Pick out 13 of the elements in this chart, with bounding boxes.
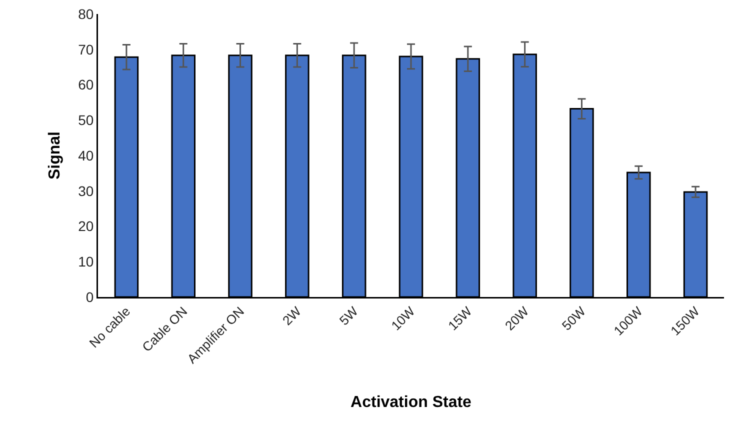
y-tick-label: 10 — [78, 254, 94, 270]
y-tick-label: 50 — [78, 112, 94, 128]
y-tick-label: 40 — [78, 147, 94, 164]
x-tick-label: 5W — [336, 303, 362, 328]
y-tick-label: 70 — [78, 41, 94, 58]
y-axis-title: Signal — [46, 131, 64, 180]
y-tick-label: 30 — [78, 182, 94, 199]
y-tick-label: 0 — [86, 288, 94, 305]
y-tick-label: 80 — [78, 6, 94, 22]
x-tick-label: 2W — [280, 303, 304, 328]
x-axis-title: Activation State — [350, 394, 472, 411]
y-tick-label: 60 — [78, 76, 94, 93]
y-tick-label: 20 — [78, 218, 94, 234]
